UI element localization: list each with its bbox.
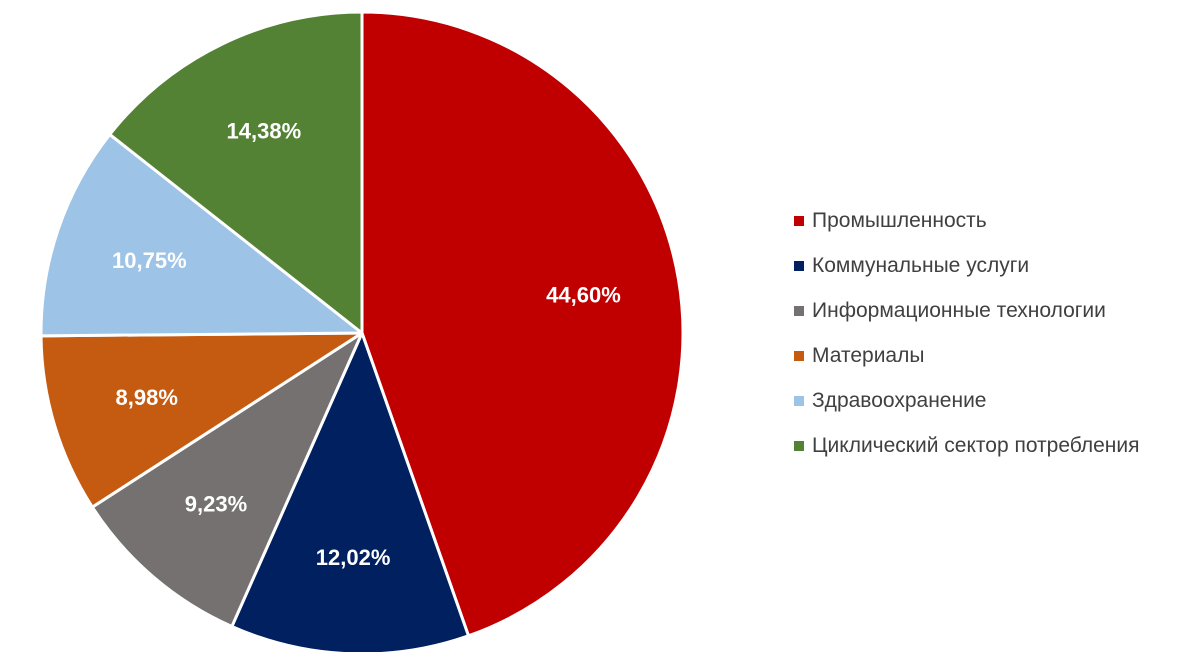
legend-label-4: Здравоохранение bbox=[812, 388, 987, 412]
legend-swatch-0 bbox=[794, 215, 804, 226]
legend-swatch-2 bbox=[794, 305, 804, 316]
legend-label-0: Промышленность bbox=[812, 208, 987, 232]
legend-item-4: Здравоохранение bbox=[794, 378, 1140, 423]
pie-slice-0 bbox=[360, 10, 685, 638]
data-label-3: 8,98% bbox=[116, 385, 178, 410]
pie-data-labels: 44,60% 12,02% 9,23% 8,98% 10,75% 14,38% bbox=[112, 118, 621, 570]
legend-swatch-4 bbox=[794, 395, 804, 406]
legend-item-3: Материалы bbox=[794, 333, 1140, 378]
data-label-4: 10,75% bbox=[112, 248, 187, 273]
legend-swatch-1 bbox=[794, 260, 804, 271]
pie-slice-1 bbox=[230, 331, 470, 652]
legend-label-2: Информационные технологии bbox=[812, 298, 1106, 322]
pie-slice-3 bbox=[39, 331, 364, 509]
pie-slice-5 bbox=[108, 10, 364, 335]
legend-item-0: Промышленность bbox=[794, 198, 1140, 243]
legend-swatch-5 bbox=[794, 440, 804, 451]
legend-label-3: Материалы bbox=[812, 343, 925, 367]
pie-slice-4 bbox=[39, 132, 364, 338]
legend-label-5: Циклический сектор потребления bbox=[812, 433, 1140, 457]
pie-slice-2 bbox=[90, 331, 364, 628]
chart-legend: Промышленность Коммунальные услуги Информа… bbox=[794, 198, 1140, 468]
data-label-1: 12,02% bbox=[316, 545, 391, 570]
data-label-0: 44,60% bbox=[546, 283, 621, 308]
legend-item-1: Коммунальные услуги bbox=[794, 243, 1140, 288]
legend-label-1: Коммунальные услуги bbox=[812, 253, 1030, 277]
legend-item-2: Информационные технологии bbox=[794, 288, 1140, 333]
legend-item-5: Циклический сектор потребления bbox=[794, 423, 1140, 468]
data-label-5: 14,38% bbox=[227, 118, 302, 143]
pie-slices bbox=[39, 10, 685, 652]
data-label-2: 9,23% bbox=[185, 491, 247, 516]
legend-swatch-3 bbox=[794, 350, 804, 361]
